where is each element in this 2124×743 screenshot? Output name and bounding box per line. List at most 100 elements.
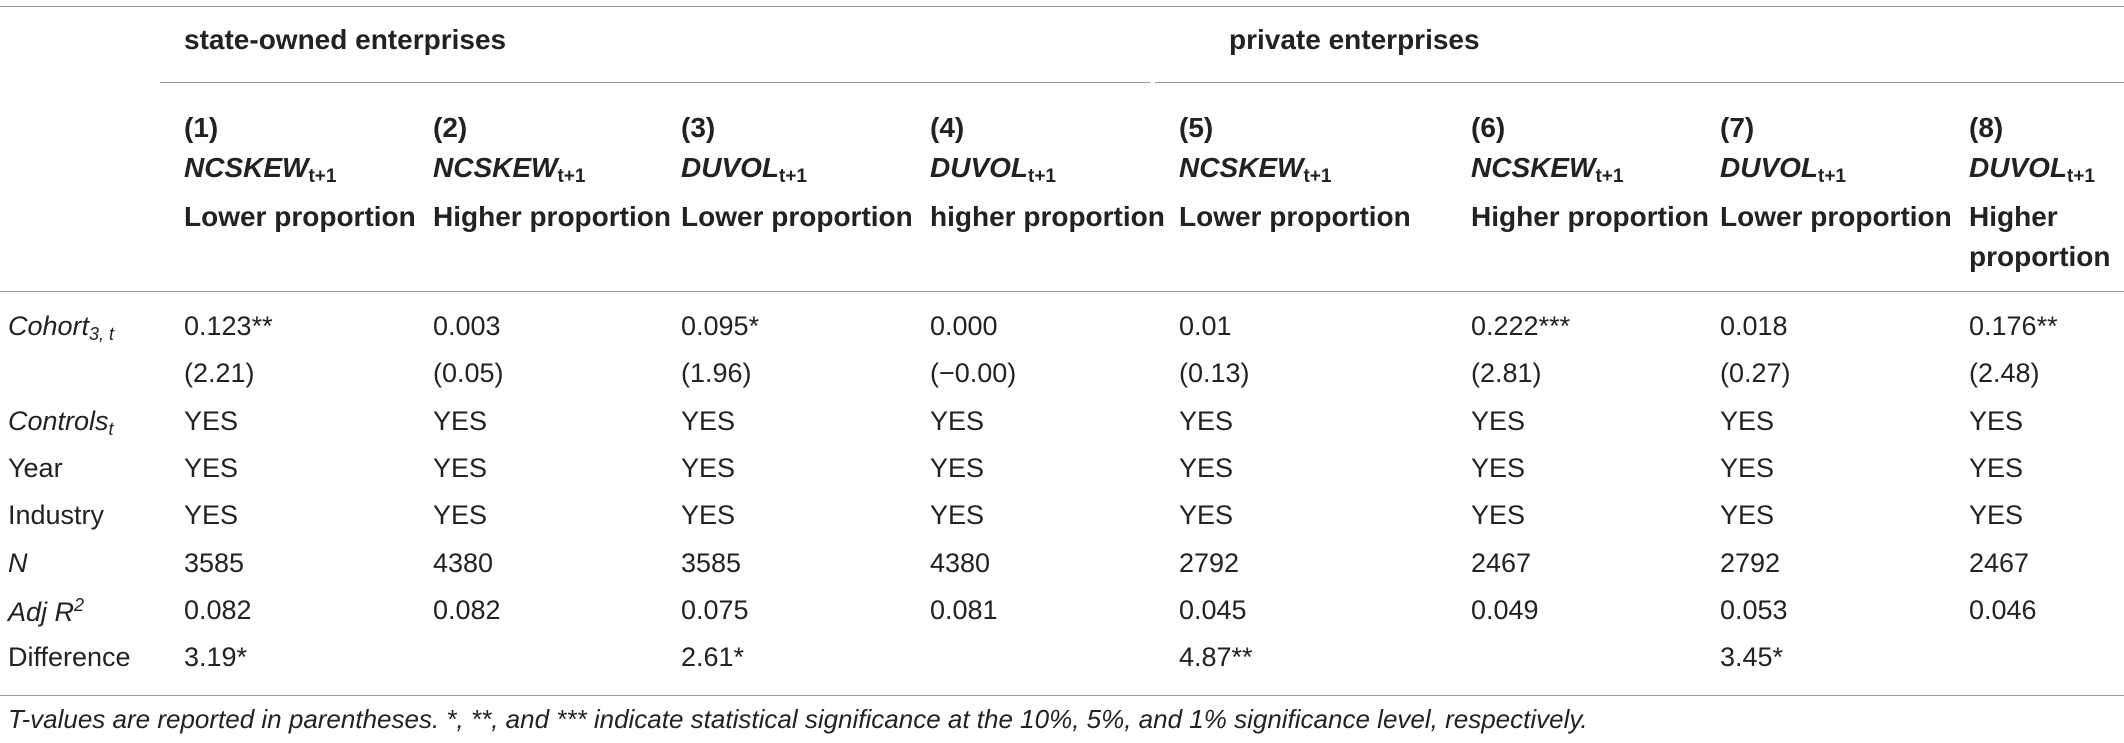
table-cell-n-col8: 2467 — [1969, 548, 2030, 578]
table-cell-difference-col1: 3.19* — [184, 642, 248, 672]
table-cell-cohort-col1: 0.123** — [184, 311, 273, 341]
table-cell-year-col5: YES — [1179, 453, 1234, 483]
table-cell-controls-col2: YES — [433, 406, 488, 436]
variable-subscript: t+1 — [1028, 166, 1056, 187]
table-cell-cohort-col4: 0.000 — [930, 311, 998, 341]
group-header-private: private enterprises — [1229, 24, 1480, 55]
dependent-variable: DUVOL — [1969, 152, 2067, 183]
table-cell-cohort-col3: 0.095* — [681, 311, 760, 341]
row-label-subscript: t — [108, 419, 114, 439]
row-label-industry: Industry — [8, 500, 105, 530]
bottom-rule — [0, 695, 2124, 696]
table-cell-difference-col7: 3.45* — [1720, 642, 1784, 672]
header-rule — [0, 291, 2124, 292]
row-label-cohort: Cohort3, t — [8, 311, 114, 345]
table-cell-year-col7: YES — [1720, 453, 1775, 483]
row-label-superscript: 2 — [74, 595, 85, 615]
variable-subscript: t+1 — [557, 166, 586, 187]
table-cell-n-col6: 2467 — [1471, 548, 1532, 578]
table-cell-adjr2-col2: 0.082 — [433, 595, 501, 625]
table-cell-industry-col2: YES — [433, 500, 488, 530]
table-cell-industry-col1: YES — [184, 500, 239, 530]
variable-subscript: t+1 — [308, 166, 337, 187]
table-cell-cohort-tvalue-col5: (0.13) — [1179, 358, 1250, 388]
table-cell-cohort-col6: 0.222*** — [1471, 311, 1571, 341]
dependent-variable: DUVOL — [681, 152, 779, 183]
table-footnote: T-values are reported in parentheses. *,… — [8, 704, 1588, 734]
table-cell-n-col2: 4380 — [433, 548, 494, 578]
table-cell-industry-col7: YES — [1720, 500, 1775, 530]
table-cell-cohort-tvalue-col4: (−0.00) — [930, 358, 1017, 388]
dependent-variable: NCSKEW — [433, 152, 558, 183]
column-header-7: (7) DUVOLt+1 Lower proportion — [1720, 108, 1960, 237]
table-cell-adjr2-col1: 0.082 — [184, 595, 252, 625]
row-label-n: N — [8, 548, 28, 578]
table-cell-cohort-tvalue-col3: (1.96) — [681, 358, 752, 388]
table-cell-cohort-tvalue-col2: (0.05) — [433, 358, 504, 388]
proportion-label: Higher proportion — [1969, 201, 2111, 272]
table-cell-year-col8: YES — [1969, 453, 2024, 483]
table-cell-industry-col3: YES — [681, 500, 736, 530]
column-number: (2) — [433, 112, 468, 143]
table-cell-industry-col6: YES — [1471, 500, 1526, 530]
proportion-label: higher proportion — [930, 201, 1165, 232]
table-cell-n-col7: 2792 — [1720, 548, 1781, 578]
table-cell-adjr2-col5: 0.045 — [1179, 595, 1247, 625]
table-cell-cohort-tvalue-col8: (2.48) — [1969, 358, 2040, 388]
table-cell-cohort-col8: 0.176** — [1969, 311, 2058, 341]
table-cell-controls-col8: YES — [1969, 406, 2024, 436]
table-cell-controls-col4: YES — [930, 406, 985, 436]
row-label-adj-r2: Adj R2 — [8, 595, 84, 628]
column-number: (5) — [1179, 112, 1214, 143]
top-rule — [0, 6, 2124, 7]
table-cell-industry-col5: YES — [1179, 500, 1234, 530]
row-label-controls: Controlst — [8, 406, 114, 440]
table-cell-cohort-tvalue-col6: (2.81) — [1471, 358, 1542, 388]
table-cell-industry-col4: YES — [930, 500, 985, 530]
row-label-difference: Difference — [8, 642, 131, 672]
column-header-8: (8) DUVOLt+1 Higher proportion — [1969, 108, 2119, 277]
table-cell-year-col4: YES — [930, 453, 985, 483]
row-label-year: Year — [8, 453, 63, 483]
column-header-2: (2) NCSKEWt+1 Higher proportion — [433, 108, 673, 237]
table-cell-n-col1: 3585 — [184, 548, 245, 578]
variable-subscript: t+1 — [2067, 166, 2095, 187]
table-cell-controls-col1: YES — [184, 406, 239, 436]
table-cell-n-col5: 2792 — [1179, 548, 1240, 578]
dependent-variable: NCSKEW — [1471, 152, 1596, 183]
variable-subscript: t+1 — [1595, 166, 1624, 187]
column-number: (8) — [1969, 112, 2004, 143]
table-cell-year-col3: YES — [681, 453, 736, 483]
variable-subscript: t+1 — [1303, 166, 1332, 187]
table-cell-adjr2-col7: 0.053 — [1720, 595, 1788, 625]
column-number: (3) — [681, 112, 716, 143]
column-number: (4) — [930, 112, 965, 143]
group-rule-state-owned — [160, 82, 1150, 83]
proportion-label: Lower proportion — [1720, 201, 1952, 232]
row-label-text: Adj R — [8, 597, 75, 627]
table-cell-adjr2-col6: 0.049 — [1471, 595, 1539, 625]
proportion-label: Higher proportion — [433, 201, 671, 232]
table-cell-controls-col3: YES — [681, 406, 736, 436]
table-cell-difference-col3: 2.61* — [681, 642, 745, 672]
table-cell-year-col2: YES — [433, 453, 488, 483]
column-header-4: (4) DUVOLt+1 higher proportion — [930, 108, 1170, 237]
table-cell-controls-col5: YES — [1179, 406, 1234, 436]
group-header-state-owned: state-owned enterprises — [184, 24, 507, 55]
proportion-label: Lower proportion — [1179, 201, 1411, 232]
table-cell-cohort-col2: 0.003 — [433, 311, 501, 341]
column-header-5: (5) NCSKEWt+1 Lower proportion — [1179, 108, 1459, 237]
variable-subscript: t+1 — [1818, 166, 1846, 187]
table-cell-n-col3: 3585 — [681, 548, 742, 578]
column-number: (7) — [1720, 112, 1755, 143]
column-header-3: (3) DUVOLt+1 Lower proportion — [681, 108, 921, 237]
column-header-1: (1) NCSKEWt+1 Lower proportion — [184, 108, 424, 237]
column-number: (1) — [184, 112, 219, 143]
table-cell-adjr2-col4: 0.081 — [930, 595, 998, 625]
column-number: (6) — [1471, 112, 1506, 143]
dependent-variable: DUVOL — [1720, 152, 1818, 183]
column-header-6: (6) NCSKEWt+1 Higher proportion — [1471, 108, 1711, 237]
table-cell-cohort-col5: 0.01 — [1179, 311, 1232, 341]
row-label-text: Controls — [8, 406, 109, 436]
dependent-variable: NCSKEW — [1179, 152, 1304, 183]
